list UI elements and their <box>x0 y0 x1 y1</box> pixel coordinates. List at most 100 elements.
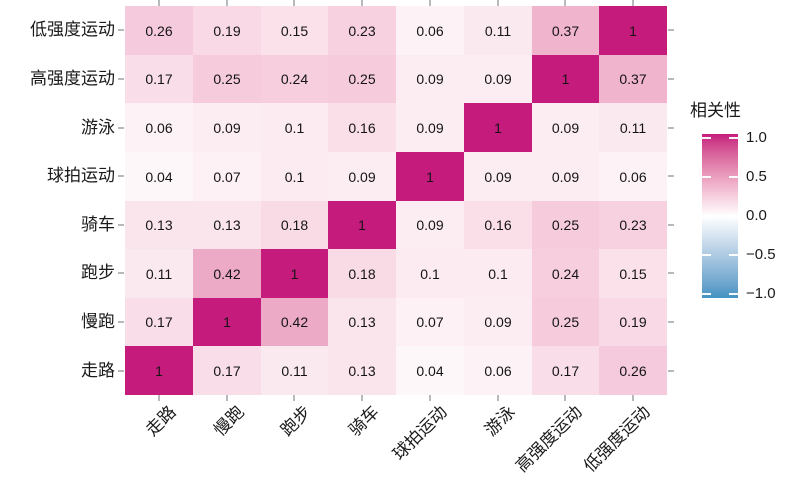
heatmap-cell: 0.11 <box>464 6 532 55</box>
heatmap-cell: 0.09 <box>193 103 261 152</box>
legend-tick-label: −1.0 <box>746 285 776 302</box>
heatmap-cell: 0.11 <box>261 346 328 395</box>
x-axis-label: 低强度运动 <box>580 402 654 476</box>
cell-value: 0.09 <box>484 168 512 185</box>
cell-value: 0.23 <box>348 22 376 39</box>
y-axis-label: 骑车 <box>81 214 115 234</box>
heatmap-cell: 0.42 <box>261 298 328 346</box>
axis-tick <box>118 369 124 372</box>
heatmap-cell: 0.42 <box>193 249 261 298</box>
heatmap-cell: 0.1 <box>464 249 532 298</box>
cell-value: 0.13 <box>348 362 376 379</box>
cell-value: 0.37 <box>619 71 647 87</box>
heatmap-cell: 0.06 <box>599 152 667 201</box>
cell-value: 0.1 <box>420 265 440 282</box>
cell-value: 0.11 <box>619 119 647 136</box>
cell-value: 1 <box>494 119 502 136</box>
axis-tick <box>118 126 124 129</box>
x-axis-label: 高强度运动 <box>512 402 587 476</box>
cell-value: 0.09 <box>484 71 512 87</box>
cell-value: 0.13 <box>213 217 241 233</box>
cell-value: 1 <box>290 265 299 282</box>
axis-tick <box>668 321 674 324</box>
heatmap-cell: 0.09 <box>396 201 464 249</box>
heatmap-cell: 0.17 <box>125 55 193 103</box>
cell-value: 0.15 <box>280 22 309 39</box>
heatmap-cell: 0.17 <box>532 346 599 395</box>
axis-tick <box>428 395 431 401</box>
cell-value: 0.25 <box>213 71 241 87</box>
colorbar-tick <box>702 137 711 139</box>
cell-value: 0.09 <box>416 217 444 233</box>
heatmap-cell: 1 <box>396 152 464 201</box>
heatmap-cell: 0.16 <box>464 201 532 249</box>
heatmap-cell: 0.09 <box>396 55 464 103</box>
colorbar-tick <box>729 215 738 217</box>
heatmap-cell: 1 <box>464 103 532 152</box>
cell-value: 0.13 <box>145 217 173 233</box>
cell-value: 0.1 <box>284 119 305 136</box>
heatmap-cell: 1 <box>261 249 328 298</box>
heatmap-cell: 0.37 <box>599 55 667 103</box>
heatmap-cell: 0.1 <box>261 152 328 201</box>
heatmap-cell: 0.26 <box>125 6 193 55</box>
axis-tick <box>632 395 635 401</box>
heatmap-cell: 0.25 <box>328 55 396 103</box>
heatmap-cell: 0.24 <box>261 55 328 103</box>
axis-tick <box>496 0 499 6</box>
cell-value: 0.18 <box>348 265 376 282</box>
cell-value: 0.15 <box>619 265 647 282</box>
axis-tick <box>668 175 674 178</box>
colorbar-tick <box>702 254 711 256</box>
cell-value: 0.09 <box>484 314 512 330</box>
heatmap-cell: 0.25 <box>532 298 599 346</box>
x-axis-label: 游泳 <box>480 402 519 440</box>
cell-value: 0.04 <box>416 362 444 379</box>
cell-value: 0.24 <box>551 265 580 282</box>
cell-value: 0.11 <box>484 22 512 39</box>
heatmap-cell: 0.11 <box>125 249 193 298</box>
heatmap-cell: 1 <box>193 298 261 346</box>
axis-tick <box>118 29 124 32</box>
x-axis-label: 骑车 <box>345 402 383 440</box>
cell-value: 0.09 <box>416 71 444 87</box>
colorbar-tick <box>729 176 738 178</box>
heatmap-cell: 0.17 <box>193 346 261 395</box>
cell-value: 0.25 <box>551 217 580 233</box>
axis-tick <box>668 126 674 129</box>
y-axis-label: 跑步 <box>81 263 115 283</box>
heatmap-cell: 0.06 <box>125 103 193 152</box>
cell-value: 0.19 <box>213 22 241 39</box>
cell-value: 0.1 <box>284 168 305 185</box>
heatmap-cell: 0.06 <box>464 346 532 395</box>
axis-tick <box>118 223 124 226</box>
cell-value: 0.06 <box>145 119 173 136</box>
axis-tick <box>564 0 567 6</box>
cell-value: 0.06 <box>484 362 512 379</box>
cell-value: 0.09 <box>551 119 580 136</box>
heatmap-cell: 0.1 <box>396 249 464 298</box>
cell-value: 1 <box>155 362 163 379</box>
axis-tick <box>564 395 567 401</box>
y-axis-label: 走路 <box>81 360 115 380</box>
cell-value: 0.09 <box>348 168 376 185</box>
cell-value: 0.25 <box>348 71 376 87</box>
cell-value: 0.26 <box>619 362 647 379</box>
cell-value: 0.16 <box>348 119 376 136</box>
heatmap-cell: 0.06 <box>396 6 464 55</box>
cell-value: 0.16 <box>484 217 512 233</box>
axis-tick <box>668 369 674 372</box>
axis-tick <box>428 0 431 6</box>
heatmap-cell: 0.09 <box>328 152 396 201</box>
cell-value: 0.17 <box>145 314 173 330</box>
cell-value: 1 <box>426 168 434 185</box>
cell-value: 0.17 <box>145 71 173 87</box>
axis-tick <box>632 0 635 6</box>
heatmap-cell: 0.18 <box>261 201 328 249</box>
heatmap-cell: 0.24 <box>532 249 599 298</box>
cell-value: 1 <box>358 217 366 233</box>
axis-tick <box>118 272 124 275</box>
cell-value: 0.09 <box>416 119 444 136</box>
colorbar-tick <box>702 293 711 295</box>
